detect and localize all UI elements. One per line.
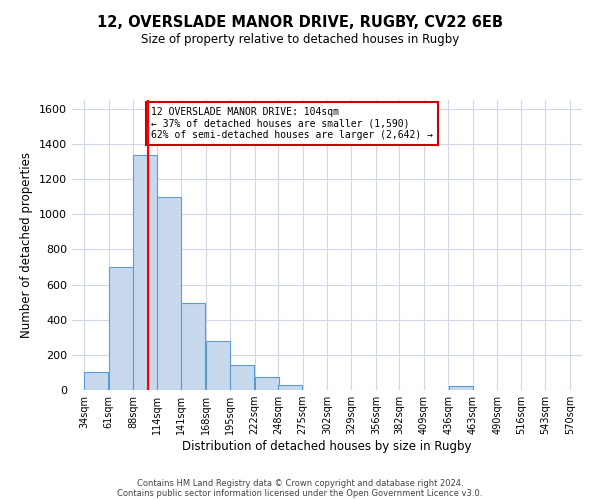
Text: Contains public sector information licensed under the Open Government Licence v3: Contains public sector information licen… [118, 488, 482, 498]
Bar [449, 386, 473, 390]
Bar [133, 156, 157, 390]
Bar [255, 377, 279, 390]
Text: Size of property relative to detached houses in Rugby: Size of property relative to detached ho… [141, 32, 459, 46]
Text: 12, OVERSLADE MANOR DRIVE, RUGBY, CV22 6EB: 12, OVERSLADE MANOR DRIVE, RUGBY, CV22 6… [97, 15, 503, 30]
Bar [85, 372, 109, 390]
Bar [206, 341, 230, 390]
Bar [278, 384, 302, 390]
Bar [230, 366, 254, 390]
Bar [157, 196, 181, 390]
Bar [181, 303, 205, 390]
Text: 12 OVERSLADE MANOR DRIVE: 104sqm
← 37% of detached houses are smaller (1,590)
62: 12 OVERSLADE MANOR DRIVE: 104sqm ← 37% o… [151, 107, 433, 140]
X-axis label: Distribution of detached houses by size in Rugby: Distribution of detached houses by size … [182, 440, 472, 453]
Y-axis label: Number of detached properties: Number of detached properties [20, 152, 34, 338]
Text: Contains HM Land Registry data © Crown copyright and database right 2024.: Contains HM Land Registry data © Crown c… [137, 478, 463, 488]
Bar [109, 267, 133, 390]
